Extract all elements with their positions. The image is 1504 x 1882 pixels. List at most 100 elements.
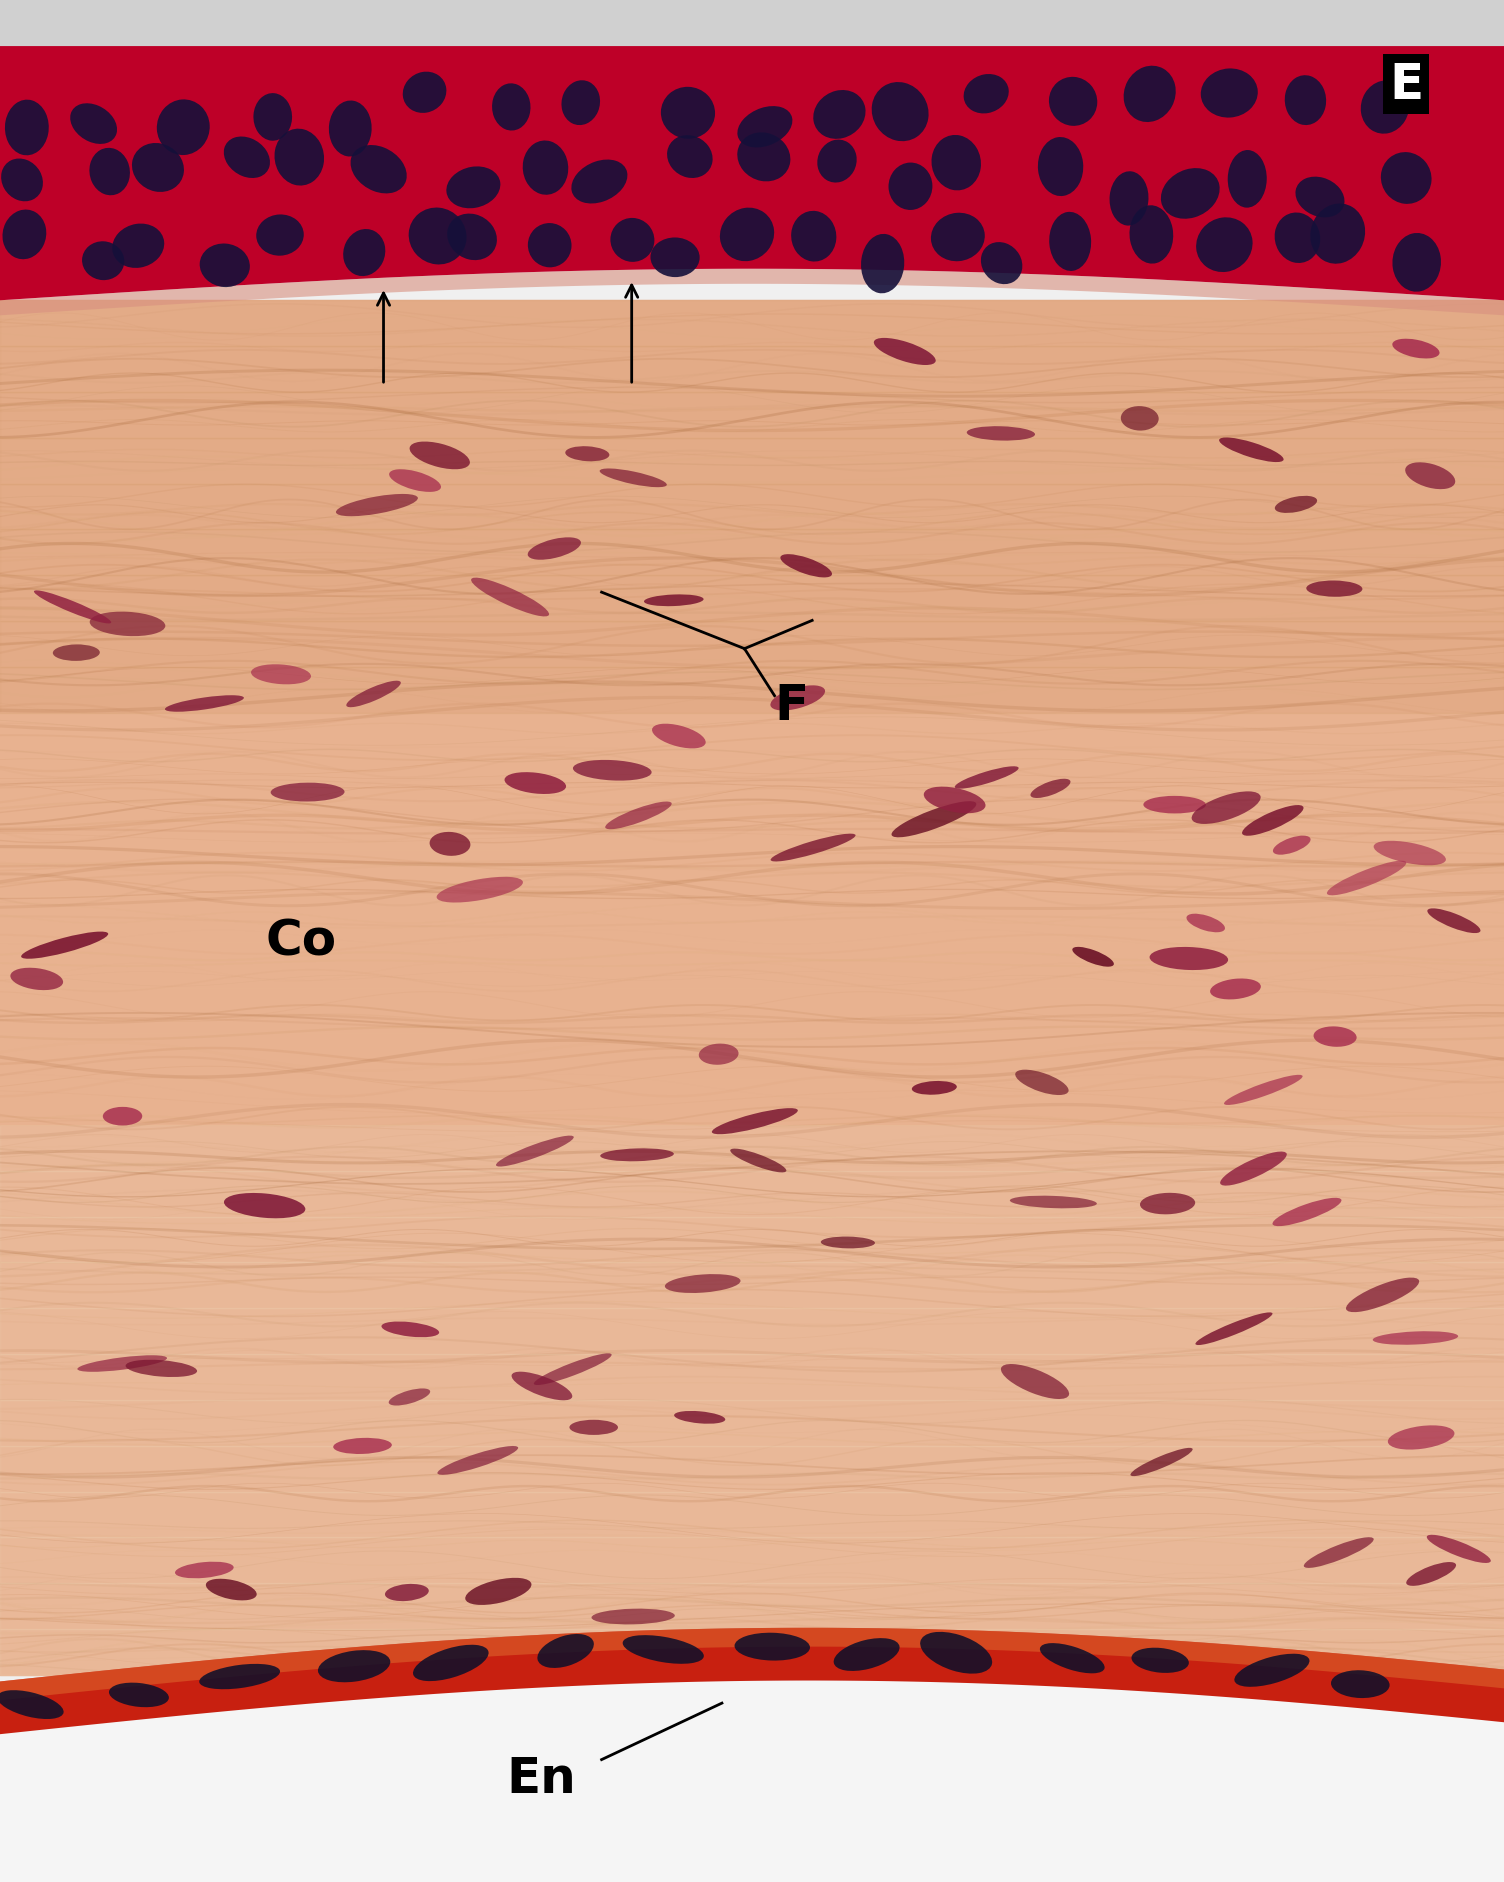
- Ellipse shape: [1220, 439, 1283, 463]
- Ellipse shape: [660, 88, 714, 139]
- Ellipse shape: [523, 141, 569, 196]
- Ellipse shape: [737, 134, 791, 183]
- Ellipse shape: [1307, 582, 1363, 597]
- Ellipse shape: [5, 100, 48, 156]
- Ellipse shape: [251, 664, 311, 685]
- Ellipse shape: [1224, 1075, 1302, 1105]
- Ellipse shape: [90, 612, 165, 636]
- Ellipse shape: [1373, 1331, 1459, 1346]
- Ellipse shape: [350, 147, 406, 194]
- Ellipse shape: [591, 1609, 675, 1624]
- Ellipse shape: [644, 595, 704, 606]
- Ellipse shape: [1039, 1643, 1104, 1673]
- Ellipse shape: [964, 75, 1009, 115]
- Ellipse shape: [206, 1579, 257, 1600]
- Ellipse shape: [409, 209, 466, 265]
- Ellipse shape: [126, 1361, 197, 1378]
- Ellipse shape: [600, 469, 666, 487]
- Ellipse shape: [525, 1826, 550, 1833]
- Ellipse shape: [71, 104, 117, 145]
- Ellipse shape: [359, 1827, 374, 1835]
- Ellipse shape: [1188, 1865, 1206, 1876]
- Ellipse shape: [447, 215, 496, 262]
- Ellipse shape: [1327, 862, 1406, 896]
- Ellipse shape: [1393, 233, 1441, 292]
- Ellipse shape: [982, 1856, 1000, 1869]
- Ellipse shape: [346, 681, 402, 708]
- Ellipse shape: [492, 85, 531, 132]
- Ellipse shape: [496, 1137, 573, 1167]
- Ellipse shape: [1274, 213, 1321, 263]
- Ellipse shape: [553, 1786, 566, 1799]
- Ellipse shape: [833, 1637, 899, 1671]
- Ellipse shape: [572, 160, 627, 205]
- Ellipse shape: [711, 1108, 797, 1135]
- Ellipse shape: [1002, 1364, 1069, 1398]
- Ellipse shape: [113, 224, 164, 269]
- Ellipse shape: [1346, 1278, 1420, 1312]
- Ellipse shape: [1313, 1028, 1357, 1046]
- Ellipse shape: [156, 100, 209, 156]
- Text: En: En: [507, 1754, 576, 1803]
- Ellipse shape: [471, 578, 549, 617]
- Ellipse shape: [600, 1148, 674, 1161]
- Ellipse shape: [1123, 66, 1176, 122]
- Ellipse shape: [537, 1634, 594, 1667]
- Ellipse shape: [981, 243, 1023, 284]
- Ellipse shape: [1381, 152, 1432, 205]
- Ellipse shape: [2, 160, 44, 201]
- Ellipse shape: [1015, 1071, 1069, 1095]
- Ellipse shape: [3, 211, 47, 260]
- Ellipse shape: [650, 239, 699, 279]
- Ellipse shape: [955, 766, 1018, 789]
- Text: E: E: [1390, 60, 1423, 109]
- Ellipse shape: [132, 143, 183, 192]
- Ellipse shape: [1075, 1790, 1089, 1805]
- Ellipse shape: [534, 1353, 612, 1385]
- Ellipse shape: [102, 1107, 143, 1125]
- Ellipse shape: [665, 1274, 740, 1293]
- Ellipse shape: [860, 235, 904, 294]
- Ellipse shape: [1284, 75, 1327, 126]
- Ellipse shape: [1272, 1199, 1342, 1227]
- Ellipse shape: [1227, 151, 1266, 209]
- Ellipse shape: [923, 787, 985, 813]
- Ellipse shape: [1331, 1671, 1390, 1698]
- Ellipse shape: [734, 1634, 811, 1660]
- Ellipse shape: [504, 774, 566, 794]
- Ellipse shape: [1275, 497, 1318, 514]
- Ellipse shape: [731, 1150, 787, 1172]
- Ellipse shape: [1361, 81, 1409, 136]
- Ellipse shape: [1149, 947, 1229, 971]
- Ellipse shape: [1200, 70, 1257, 119]
- Text: Co: Co: [265, 917, 337, 965]
- Ellipse shape: [388, 1389, 430, 1406]
- Ellipse shape: [1130, 207, 1173, 265]
- Ellipse shape: [465, 1577, 531, 1605]
- Ellipse shape: [129, 1841, 147, 1850]
- Ellipse shape: [256, 215, 304, 256]
- Ellipse shape: [791, 213, 836, 262]
- Ellipse shape: [21, 932, 108, 960]
- Ellipse shape: [334, 1438, 393, 1455]
- Ellipse shape: [1038, 137, 1083, 198]
- Ellipse shape: [1272, 836, 1310, 854]
- Ellipse shape: [874, 339, 935, 365]
- Ellipse shape: [668, 136, 713, 179]
- Ellipse shape: [35, 591, 111, 625]
- Ellipse shape: [1295, 177, 1345, 218]
- Ellipse shape: [570, 1421, 618, 1436]
- Ellipse shape: [253, 94, 292, 141]
- Ellipse shape: [1310, 205, 1366, 265]
- Ellipse shape: [77, 1355, 167, 1372]
- Ellipse shape: [1211, 979, 1260, 999]
- Ellipse shape: [1187, 915, 1224, 933]
- Polygon shape: [0, 1628, 1504, 1735]
- Ellipse shape: [108, 1683, 168, 1707]
- Ellipse shape: [892, 802, 976, 837]
- Ellipse shape: [382, 1321, 439, 1338]
- Ellipse shape: [1196, 1312, 1272, 1346]
- Ellipse shape: [317, 1651, 391, 1683]
- Ellipse shape: [821, 1236, 875, 1250]
- Ellipse shape: [817, 141, 857, 183]
